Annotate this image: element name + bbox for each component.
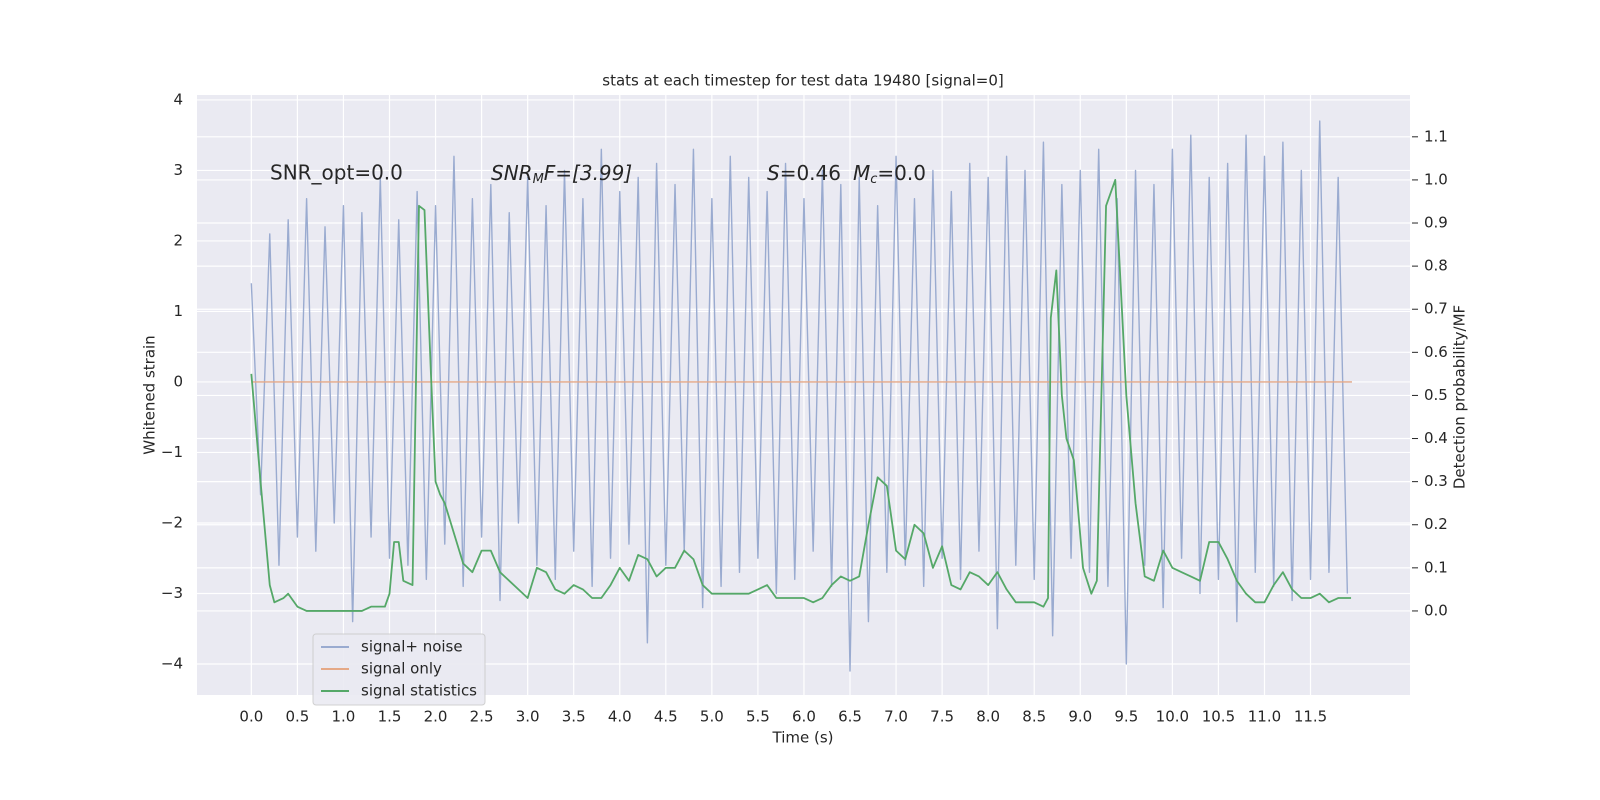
- y-tick-label: −3: [161, 584, 183, 602]
- y2-tick-label: 0.2: [1424, 515, 1448, 533]
- x-axis-label: Time (s): [772, 729, 834, 747]
- y2-tick-label: 0.0: [1424, 601, 1448, 619]
- y-tick-label: −2: [161, 513, 183, 531]
- x-tick-label: 3.0: [516, 708, 540, 726]
- x-tick-label: 6.0: [792, 708, 816, 726]
- x-tick-label: 11.5: [1294, 708, 1327, 726]
- x-tick-label: 11.0: [1248, 708, 1281, 726]
- legend-label: signal+ noise: [361, 638, 463, 656]
- y-tick-label: 3: [173, 161, 183, 179]
- annotation-part: SNR: [491, 161, 533, 185]
- y-tick-label: 4: [173, 90, 183, 108]
- annotation: SNR_opt=0.0: [270, 161, 403, 185]
- annotation-part: F=[3.99]: [544, 161, 632, 185]
- annotation-part: M: [533, 172, 544, 187]
- x-tick-label: 7.5: [930, 708, 954, 726]
- y-tick-label: 1: [173, 302, 183, 320]
- annotation-part: S: [767, 161, 780, 185]
- x-tick-label: 4.0: [608, 708, 632, 726]
- y2-tick-label: 1.1: [1424, 127, 1448, 145]
- y-tick-label: −1: [161, 443, 183, 461]
- annotation-part: M: [853, 161, 870, 185]
- annotation: SNRMF=[3.99]: [491, 161, 632, 187]
- x-tick-label: 7.0: [884, 708, 908, 726]
- y2-tick-label: 0.9: [1424, 214, 1448, 232]
- x-tick-label: 2.5: [470, 708, 494, 726]
- series-line: [250, 179, 1352, 612]
- x-tick-label: 9.5: [1114, 708, 1138, 726]
- annotation: S=0.46 Mc=0.0: [767, 161, 926, 187]
- x-tick-label: 1.0: [332, 708, 356, 726]
- series: [250, 120, 1352, 672]
- labels: 0.0 0.5 1.0 1.5 2.0 2.5 3.0 3.5 4.0 4.5 5.0 5.5 6.0 6…: [161, 90, 1448, 725]
- y-tick-label: 2: [173, 231, 183, 249]
- legend-box: [312, 633, 486, 706]
- x-tick-label: 0.5: [285, 708, 309, 726]
- x-tick-label: 8.0: [976, 708, 1000, 726]
- y2-axis-label: Detection probability/MF: [1451, 305, 1469, 489]
- x-tick-label: 5.5: [746, 708, 770, 726]
- x-tick-label: 8.5: [1022, 708, 1046, 726]
- y2-tick-label: 1.0: [1424, 170, 1448, 188]
- y2-tick-label: 0.4: [1424, 429, 1448, 447]
- x-tick-label: 10.5: [1202, 708, 1235, 726]
- y2-tick-label: 0.1: [1424, 558, 1448, 576]
- y2-tick-label: 0.3: [1424, 472, 1448, 490]
- legend-label: signal only: [361, 660, 442, 678]
- x-tick-label: 1.5: [378, 708, 402, 726]
- y2-tick-label: 0.5: [1424, 386, 1448, 404]
- annotation-part: c: [870, 172, 877, 187]
- x-tick-label: 6.5: [838, 708, 862, 726]
- annotation-part: =0.46: [780, 161, 841, 185]
- y-axis-label: Whitened strain: [141, 335, 159, 454]
- x-tick-label: 2.0: [424, 708, 448, 726]
- y2-tick-label: 0.7: [1424, 300, 1448, 318]
- legend: signal+ noise signal only signal statistic…: [312, 633, 486, 706]
- x-tick-label: 10.0: [1156, 708, 1189, 726]
- y-tick-label: −4: [161, 654, 183, 672]
- x-tick-label: 5.0: [700, 708, 724, 726]
- x-tick-label: 9.0: [1068, 708, 1092, 726]
- y2-tick-label: 0.8: [1424, 257, 1448, 275]
- x-tick-label: 4.5: [654, 708, 678, 726]
- x-tick-label: 0.0: [239, 708, 263, 726]
- legend-label: signal statistics: [361, 682, 477, 700]
- annotation-part: =0.0: [877, 161, 926, 185]
- y-tick-label: 0: [173, 372, 183, 390]
- x-tick-label: 3.5: [562, 708, 586, 726]
- series-line: [250, 120, 1349, 672]
- chart-title: stats at each timestep for test data 194…: [602, 72, 1003, 90]
- y2-tick-label: 0.6: [1424, 343, 1448, 361]
